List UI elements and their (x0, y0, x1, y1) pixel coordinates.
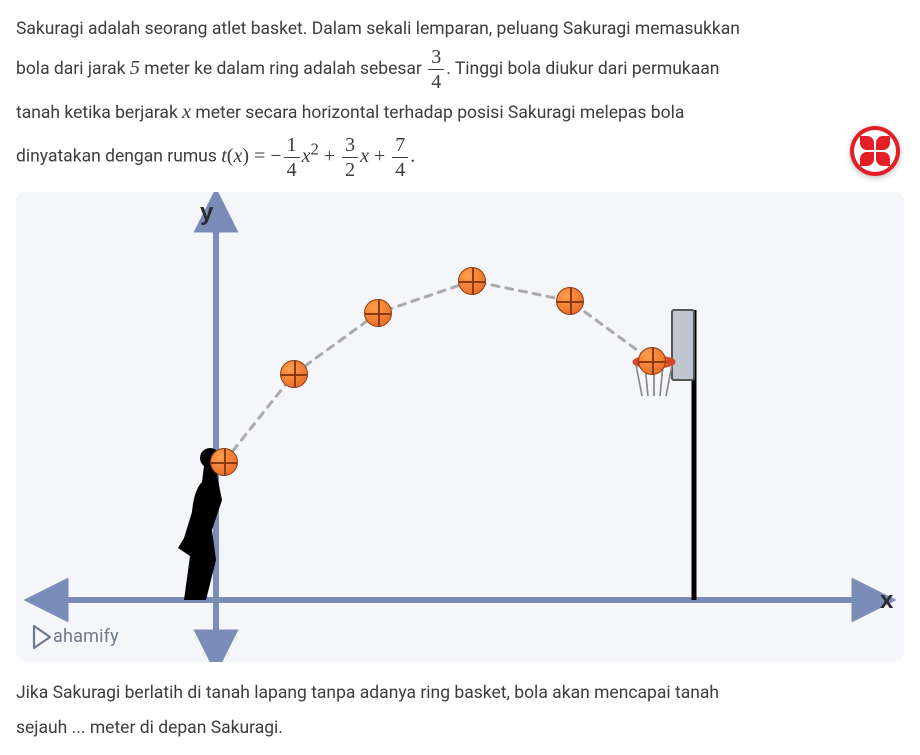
brand-badge-icon[interactable] (850, 126, 900, 176)
basketball-icon (210, 448, 238, 476)
formula: t(x) = −14x2 + 32x + 74. (221, 145, 415, 167)
x-axis-label: x (880, 587, 894, 614)
text-line2b: meter ke dalam ring adalah sebesar (140, 59, 426, 79)
question-text: Jika Sakuragi berlatih di tanah lapang t… (16, 676, 904, 746)
text-line3b: meter secara horizontal terhadap posisi … (191, 103, 684, 123)
text-line4a: dinyatakan dengan rumus (16, 147, 221, 167)
footer-line2: sejauh ... meter di depan Sakuragi. (16, 718, 283, 738)
text-line1: Sakuragi adalah seorang atlet basket. Da… (16, 19, 740, 39)
footer-line1: Jika Sakuragi berlatih di tanah lapang t… (16, 683, 719, 703)
basketball-icon (458, 267, 486, 295)
num-5: 5 (130, 57, 140, 79)
basketball-icon (364, 299, 392, 327)
y-axis-label: y (200, 199, 214, 226)
diagram-svg: yx (16, 192, 904, 662)
fraction-3-4: 34 (428, 47, 444, 92)
var-x: x (182, 101, 191, 123)
text-line3a: tanah ketika berjarak (16, 103, 182, 123)
text-line2c: . Tinggi bola diukur dari permukaan (446, 59, 719, 79)
basketball-icon (556, 287, 584, 315)
basketball-icon (280, 360, 308, 388)
basketball-icon (638, 347, 666, 375)
problem-statement: Sakuragi adalah seorang atlet basket. Da… (16, 12, 904, 180)
text-line2a: bola dari jarak (16, 59, 130, 79)
trajectory-diagram: ahamify yx (16, 192, 904, 662)
